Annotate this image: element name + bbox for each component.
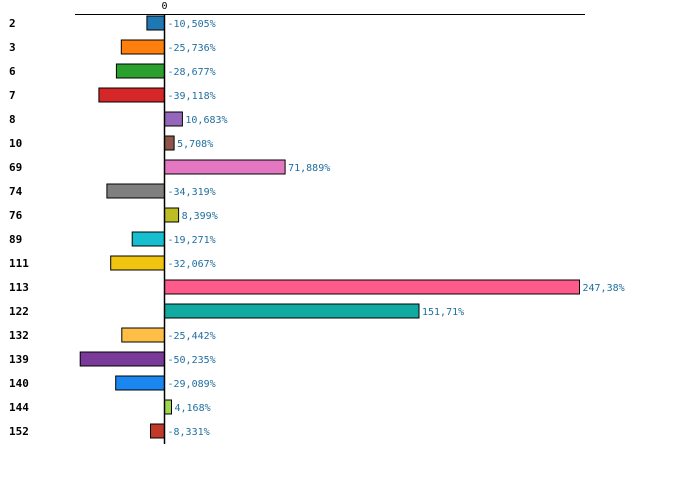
value-label-89: -19,271% [168,235,216,246]
value-label-69: 71,889% [288,163,330,174]
category-label-89: 89 [9,233,22,246]
value-label-76: 8,399% [182,211,218,222]
category-label-140: 140 [9,377,29,390]
bar-10 [164,135,175,151]
category-label-76: 76 [9,209,23,222]
value-label-139: -50,235% [168,355,216,366]
bar-7 [98,87,165,103]
category-label-152: 152 [9,425,29,438]
value-label-3: -25,736% [168,43,216,54]
category-label-6: 6 [9,65,16,78]
category-label-74: 74 [9,185,23,198]
category-label-139: 139 [9,353,29,366]
bar-2 [146,15,165,31]
category-label-7: 7 [9,89,16,102]
bar-69 [164,159,286,175]
value-label-6: -28,677% [168,67,216,78]
category-label-2: 2 [9,17,16,30]
bar-8 [164,111,183,127]
value-label-8: 10,683% [185,115,227,126]
bars-group: 2 -10,505% 3 -25,736% 6 -28,677% 7 -39,118% 8 10,… [9,15,625,439]
value-label-2: -10,505% [168,19,216,30]
bar-139 [79,351,165,367]
value-label-74: -34,319% [168,187,216,198]
category-label-132: 132 [9,329,29,342]
category-label-111: 111 [9,257,29,270]
bar-132 [121,327,166,343]
bar-113 [164,279,580,295]
category-label-3: 3 [9,41,16,54]
bar-76 [164,207,180,223]
bar-74 [106,183,165,199]
value-label-113: 247,38% [583,283,625,294]
zero-tick-label: 0 [161,1,167,12]
value-label-152: -8,331% [168,427,210,438]
category-label-144: 144 [9,401,29,414]
category-label-8: 8 [9,113,16,126]
bar-6 [115,63,165,79]
value-label-7: -39,118% [168,91,216,102]
bar-144 [164,399,172,415]
category-label-10: 10 [9,137,22,150]
category-label-122: 122 [9,305,29,318]
category-label-69: 69 [9,161,22,174]
value-label-111: -32,067% [168,259,216,270]
value-label-140: -29,089% [168,379,216,390]
value-label-132: -25,442% [168,331,216,342]
value-label-144: 4,168% [175,403,211,414]
bar-122 [164,303,420,319]
bar-140 [115,375,165,391]
bar-152 [150,423,165,439]
value-label-10: 5,708% [177,139,213,150]
bar-111 [110,255,165,271]
bar-89 [131,231,165,247]
value-label-122: 151,71% [422,307,464,318]
category-label-113: 113 [9,281,29,294]
bar-3 [120,39,166,55]
